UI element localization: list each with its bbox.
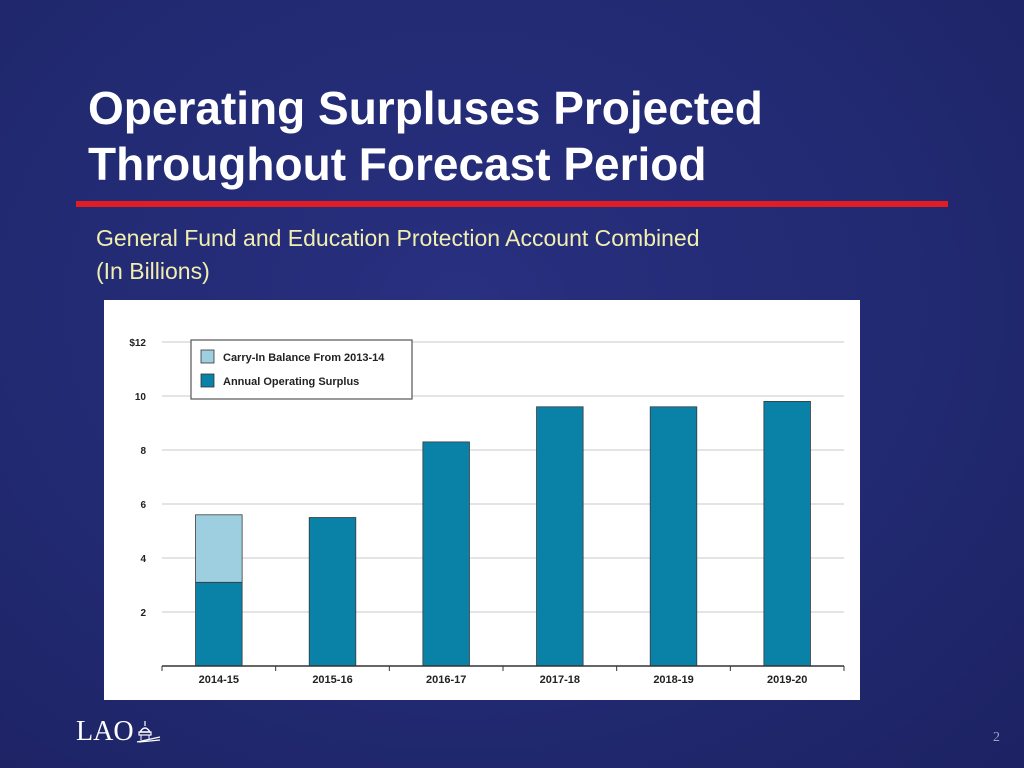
bar-operating-surplus: [422, 441, 470, 667]
legend-box: [190, 339, 413, 400]
chart-panel: 2 4 6 8 10 $12 2014-15 2015-16 2016-17 2017-18 201…: [104, 300, 860, 700]
capitol-dome-icon: [136, 721, 160, 743]
x-category-label: 2018-19: [653, 674, 693, 686]
legend-label-operating-surplus: Annual Operating Surplus: [223, 376, 359, 388]
y-tick-label: 8: [140, 446, 146, 457]
bars: [195, 401, 811, 667]
chart-subtitle-line-1: General Fund and Education Protection Ac…: [96, 225, 700, 251]
legend-swatch-operating-surplus: [200, 373, 215, 388]
y-tick-label: 4: [140, 554, 146, 565]
y-tick-label: 10: [135, 392, 147, 403]
x-category-label: 2017-18: [540, 674, 580, 686]
page-number: 2: [993, 730, 1000, 745]
chart-subtitle-line-2: (In Billions): [96, 258, 210, 284]
bar-chart: 2 4 6 8 10 $12 2014-15 2015-16 2016-17 2017-18 201…: [129, 338, 845, 686]
y-tick-label: $12: [129, 338, 146, 349]
x-category-label: 2016-17: [426, 674, 466, 686]
bar-operating-surplus: [536, 406, 584, 667]
slide-title-line-2: Throughout Forecast Period: [88, 138, 707, 190]
y-tick-label: 6: [140, 500, 146, 511]
x-category-label: 2014-15: [199, 674, 239, 686]
title-underline-rule: [76, 201, 948, 207]
lao-logo-text: LAO: [76, 716, 134, 747]
legend-swatch-carry-in: [200, 349, 215, 364]
bar-operating-surplus: [195, 581, 243, 667]
bar-operating-surplus: [763, 401, 811, 667]
bar-carry-in-balance: [195, 514, 243, 583]
chart-subtitle: General Fund and Education Protection Ac…: [96, 222, 896, 288]
x-category-label: 2015-16: [312, 674, 352, 686]
legend: Carry-In Balance From 2013-14 Annual Ope…: [190, 339, 413, 400]
y-tick-label: 2: [140, 608, 146, 619]
lao-logo: LAO: [76, 714, 162, 750]
x-category-label: 2019-20: [767, 674, 807, 686]
bar-operating-surplus: [649, 406, 698, 667]
legend-label-carry-in: Carry-In Balance From 2013-14: [223, 352, 385, 364]
axes: 2 4 6 8 10 $12 2014-15 2015-16 2016-17 2017-18 201…: [129, 338, 845, 686]
slide-title-line-1: Operating Surpluses Projected: [88, 82, 763, 134]
slide-title: Operating Surpluses Projected Throughout…: [88, 80, 948, 192]
bar-operating-surplus: [308, 517, 357, 667]
